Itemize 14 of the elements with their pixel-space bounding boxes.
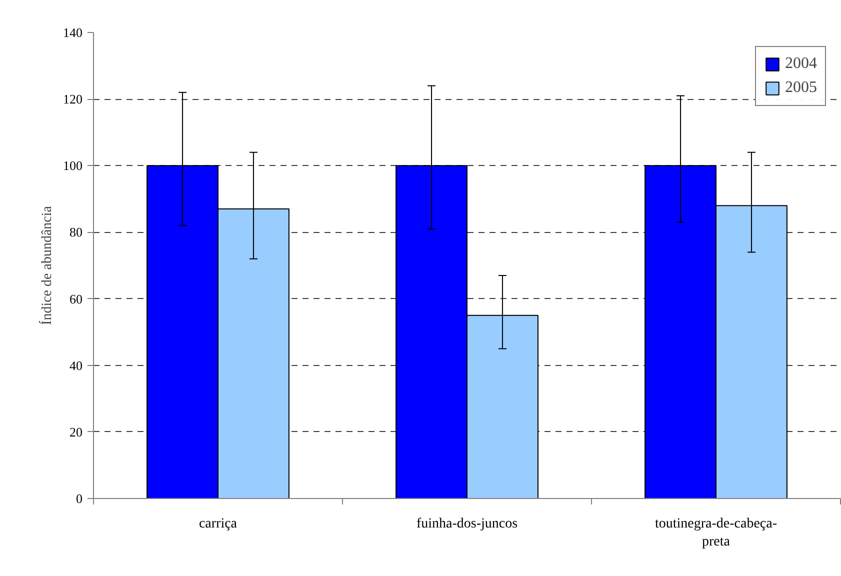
y-tick-label: 100 <box>63 158 82 174</box>
y-axis-title: Índice de abundância <box>38 205 55 325</box>
x-tick-label: toutinegra-de-cabeça-preta <box>654 516 778 550</box>
y-tick-label: 40 <box>70 358 82 373</box>
y-tick-label: 60 <box>70 291 82 306</box>
y-tick-label: 120 <box>63 92 82 107</box>
y-tick-label: 140 <box>63 25 82 40</box>
y-tick-label: 20 <box>70 424 82 440</box>
y-tick-label: 80 <box>70 224 82 240</box>
y-tick-label: 0 <box>76 491 82 506</box>
x-tick-label: fuinha-dos-juncos <box>416 516 518 532</box>
legend-label: 2005 <box>785 79 817 97</box>
x-tick-label: carriça <box>198 516 238 532</box>
legend-label: 2004 <box>785 55 817 73</box>
